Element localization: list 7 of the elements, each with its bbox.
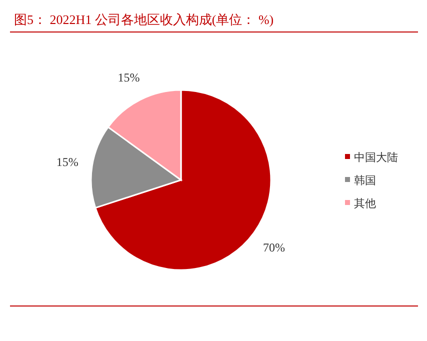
legend-label: 中国大陆 bbox=[354, 151, 398, 164]
legend-label: 其他 bbox=[354, 197, 376, 210]
title: 图5： 2022H1 公司各地区收入构成(单位： %) bbox=[14, 12, 274, 27]
data-label: 15% bbox=[118, 70, 140, 85]
legend-label: 韩国 bbox=[354, 174, 376, 187]
data-label: 70% bbox=[263, 240, 286, 255]
data-label: 15% bbox=[56, 155, 78, 170]
